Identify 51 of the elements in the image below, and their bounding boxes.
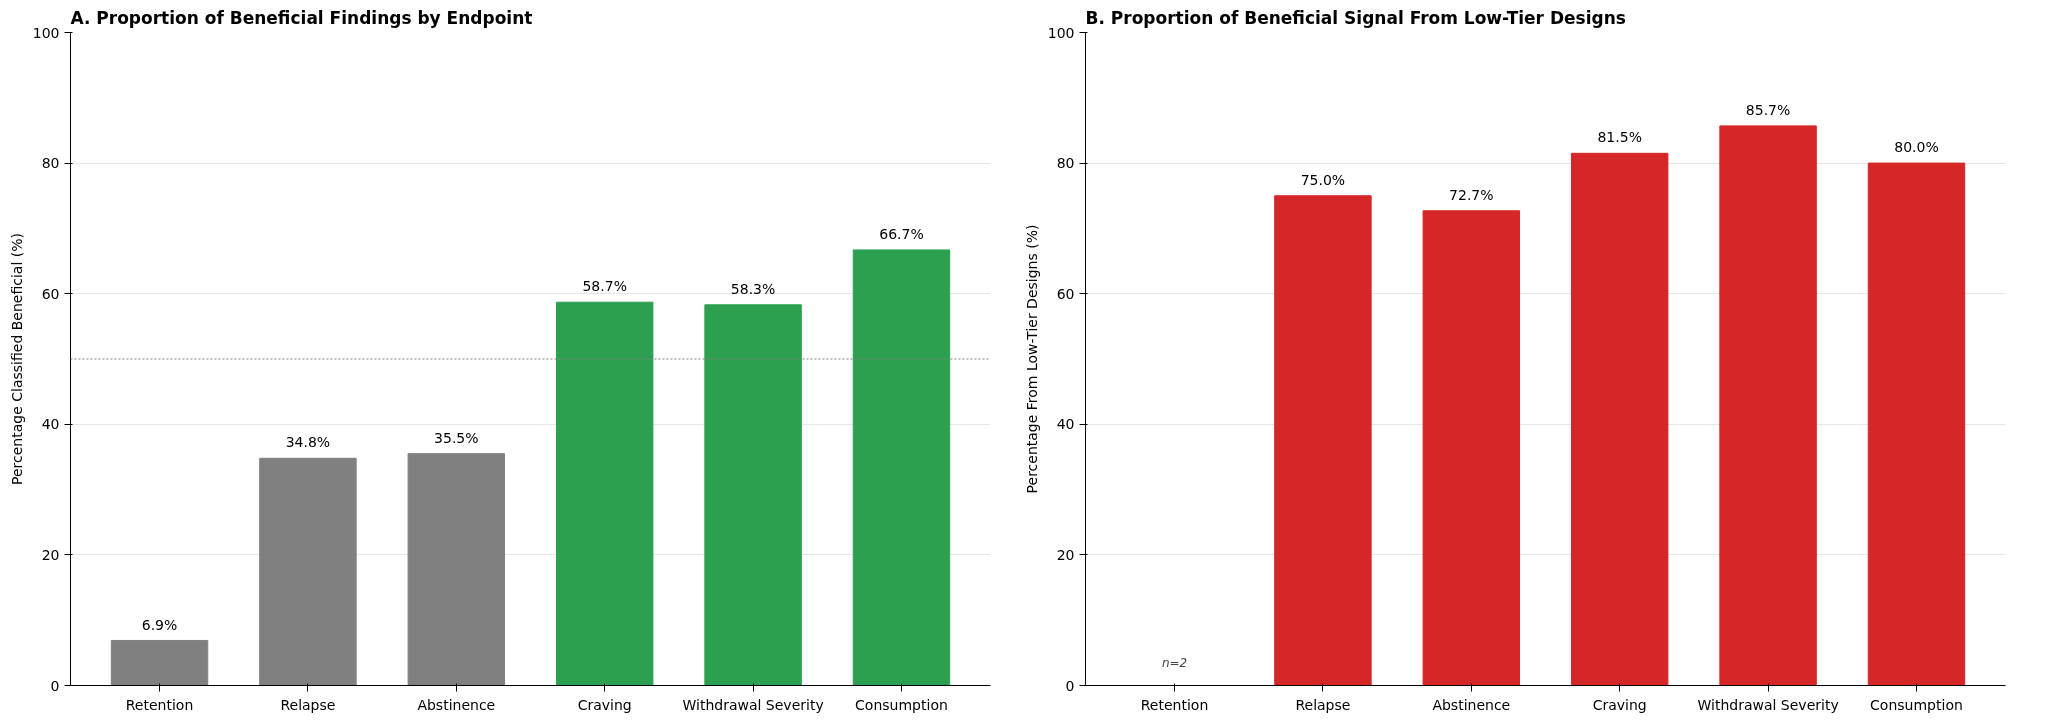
x-tick-label: Withdrawal Severity (1697, 696, 1839, 713)
x-tick-label: Relapse (280, 696, 336, 713)
data-label: 34.8% (285, 434, 331, 451)
bar (555, 301, 654, 686)
y-tick-label: 0 (1065, 677, 1075, 694)
x-tick-label: Abstinence (417, 696, 496, 713)
data-label: 35.5% (434, 429, 479, 446)
y-axis-title: Percentage From Low-Tier Designs (%) (1023, 224, 1040, 494)
y-tick-label: 20 (41, 546, 60, 563)
y-tick-label: 80 (1056, 155, 1075, 172)
bar (1719, 125, 1817, 686)
data-label: 81.5% (1597, 129, 1642, 146)
y-tick-label: 40 (41, 416, 60, 433)
chart-title: A. Proportion of Beneficial Findings by Endpoint (70, 7, 533, 28)
bar (852, 249, 951, 686)
data-label: 66.7% (879, 226, 924, 243)
y-tick-label: 20 (1056, 546, 1075, 563)
x-tick-label: Abstinence (1432, 696, 1511, 713)
x-tick-label: Relapse (1295, 696, 1351, 713)
bar (407, 453, 506, 686)
x-tick-label: Craving (577, 696, 632, 713)
bar (1274, 195, 1372, 686)
y-axis-title: Percentage Classified Beneficial (%) (8, 233, 25, 485)
y-tick-label: 60 (41, 285, 60, 302)
y-tick-label: 0 (50, 677, 60, 694)
data-label: 85.7% (1745, 102, 1791, 119)
bar (1422, 210, 1521, 686)
data-label: 6.9% (141, 616, 178, 633)
x-tick-label: Withdrawal Severity (682, 696, 824, 713)
data-label: 72.7% (1449, 186, 1494, 203)
annotation: n=2 (1161, 655, 1188, 670)
y-tick-label: 60 (1056, 285, 1075, 302)
y-tick-label: 100 (1047, 24, 1075, 41)
bar (1570, 152, 1669, 686)
x-tick-label: Craving (1592, 696, 1647, 713)
chart-title: B. Proportion of Beneficial Signal From Low-Tier Designs (1085, 7, 1626, 28)
bar (259, 457, 357, 686)
y-tick-label: 80 (41, 155, 60, 172)
x-tick-label: Consumption (1870, 696, 1963, 713)
x-tick-label: Retention (125, 696, 194, 713)
bar (704, 304, 802, 686)
data-label: 58.7% (582, 278, 627, 295)
data-label: 80.0% (1894, 139, 1939, 156)
data-label: 75.0% (1300, 171, 1346, 188)
y-tick-label: 100 (32, 24, 60, 41)
data-label: 58.3% (730, 280, 776, 297)
x-tick-label: Consumption (855, 696, 948, 713)
bar (110, 639, 209, 686)
y-tick-label: 40 (1056, 416, 1075, 433)
bar (1867, 162, 1966, 686)
x-tick-label: Retention (1140, 696, 1209, 713)
